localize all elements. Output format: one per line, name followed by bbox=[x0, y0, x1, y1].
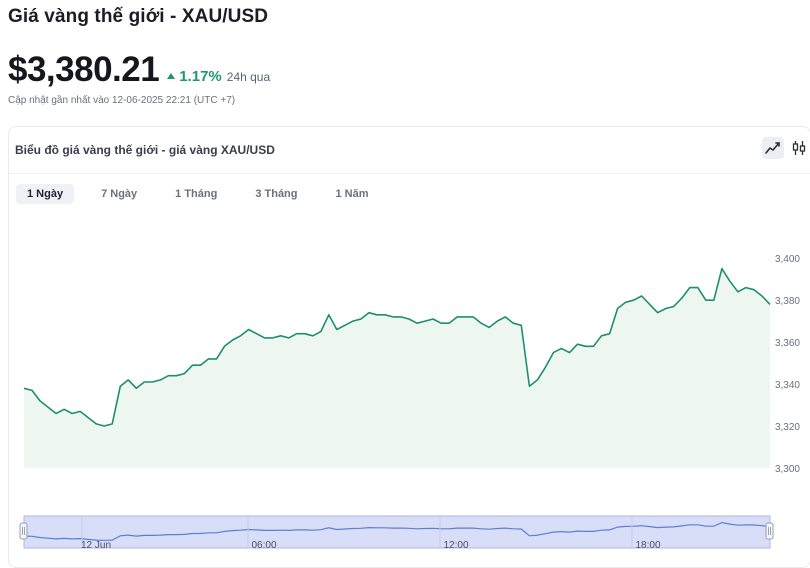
line-chart-icon bbox=[765, 142, 780, 154]
tab-1-year[interactable]: 1 Năm bbox=[335, 188, 369, 200]
time-range-tabs: 1 Ngày 7 Ngày 1 Tháng 3 Tháng 1 Năm bbox=[16, 184, 396, 204]
y-tick-label: 3,300 bbox=[775, 464, 800, 475]
last-updated: Cập nhật gần nhất vào 12-06-2025 22:21 (… bbox=[8, 95, 236, 106]
navigator-x-label: 06:00 bbox=[251, 540, 276, 551]
tab-1-day[interactable]: 1 Ngày bbox=[16, 184, 75, 204]
navigator-left-handle[interactable] bbox=[19, 522, 28, 540]
navigator-x-label: 12 Jun bbox=[81, 540, 111, 551]
tab-7-days[interactable]: 7 Ngày bbox=[101, 188, 138, 200]
y-tick-label: 3,320 bbox=[775, 422, 800, 433]
triangle-up-icon bbox=[167, 73, 176, 79]
candlestick-icon bbox=[792, 141, 806, 155]
y-tick-label: 3,400 bbox=[775, 254, 800, 265]
navigator-right-handle[interactable] bbox=[765, 522, 774, 540]
line-chart-button[interactable] bbox=[762, 137, 784, 159]
navigator-series bbox=[23, 521, 771, 541]
tab-1-month[interactable]: 1 Tháng bbox=[175, 188, 218, 200]
plot-area bbox=[23, 267, 771, 468]
navigator-x-label: 12:00 bbox=[443, 540, 468, 551]
current-price: $3,380.21 bbox=[8, 50, 160, 89]
chart-title: Biểu đồ giá vàng thế giới - giá vàng XAU… bbox=[15, 143, 275, 157]
y-tick-label: 3,340 bbox=[775, 380, 800, 391]
chart-card-header: Biểu đồ giá vàng thế giới - giá vàng XAU… bbox=[9, 127, 810, 174]
tab-3-months[interactable]: 3 Tháng bbox=[255, 188, 298, 200]
chart-type-switcher bbox=[762, 137, 810, 159]
change-percent: 1.17% bbox=[179, 68, 222, 85]
y-tick-label: 3,360 bbox=[775, 338, 800, 349]
price-row: $3,380.21 1.17% 24h qua bbox=[8, 50, 270, 90]
price-change: 1.17% bbox=[167, 68, 222, 85]
range-navigator[interactable]: 12 Jun 06:00 12:00 18:00 bbox=[19, 515, 774, 551]
candlestick-chart-button[interactable] bbox=[788, 137, 810, 159]
page-title: Giá vàng thế giới - XAU/USD bbox=[8, 6, 269, 27]
price-area bbox=[24, 268, 770, 468]
y-tick-label: 3,380 bbox=[775, 296, 800, 307]
change-period: 24h qua bbox=[226, 70, 271, 84]
y-axis: 3,300 3,320 3,340 3,360 3,380 3,400 bbox=[775, 254, 800, 475]
navigator-x-label: 18:00 bbox=[635, 540, 660, 551]
price-line bbox=[23, 267, 771, 427]
